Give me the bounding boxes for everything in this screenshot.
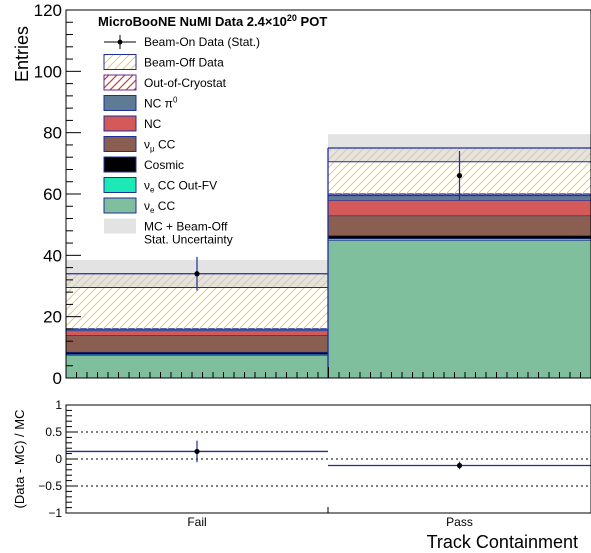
ratio-ylabel: (Data - MC) / MC [12,410,27,509]
ratio-point [457,463,462,468]
bar-segment-3-0 [66,335,328,352]
legend-swatch [104,75,136,90]
data-point [194,271,199,276]
legend-swatch [104,198,136,213]
ratio-y-axis: −1 −0.5 0 0.5 1 [38,398,78,520]
legend-label: Beam-Off Data [144,56,224,70]
legend-label: νe CC Out-FV [144,179,217,195]
legend-label: NC [144,117,162,131]
ratio-y-tick-label: 0.5 [45,425,62,439]
bar-segment-0-1 [328,240,591,378]
main-ylabel: Entries [12,26,32,82]
legend-label: Beam-On Data (Stat.) [144,35,260,49]
ratio-xlabel: Track Containment [427,532,578,552]
legend-swatch [104,96,136,111]
legend-swatch [104,137,136,152]
category-label: Fail [187,515,206,529]
ratio-point [194,449,199,454]
y-tick-label: 40 [43,246,62,265]
y-tick-label: 0 [53,369,62,388]
ratio-y-tick-label: 1 [55,398,62,412]
legend-swatch-data [118,40,123,45]
legend-label: νμ CC [144,138,176,154]
ratio-grid [66,432,591,486]
category-label: Pass [446,515,473,529]
bar-segment-3-1 [328,215,591,235]
y-tick-label: 100 [34,62,62,81]
legend-label: Out-of-Cryostat [144,76,227,90]
bar-segment-0-0 [66,355,328,378]
y-tick-label: 60 [43,185,62,204]
y-tick-label: 20 [43,308,62,327]
ratio-panel: −1 −0.5 0 0.5 1 Fail Pass (Data - MC) / MC Tr… [12,398,591,552]
y-tick-label: 120 [34,1,62,20]
legend-label: Cosmic [144,158,184,172]
chart-title: MicroBooNE NuMI Data 2.4×1020 POT [98,13,327,29]
data-point [457,173,462,178]
legend-swatch-band [104,219,136,234]
legend: Beam-On Data (Stat.) Beam-Off Data Out-of-… [104,35,260,247]
bar-segment-4-1 [328,200,591,215]
legend-swatch [104,116,136,131]
legend-swatch [104,178,136,193]
bar-segment-4-0 [66,330,328,335]
legend-label: MC + Beam-Off [144,220,228,234]
ratio-y-tick-label: −0.5 [38,479,62,493]
y-tick-label: 80 [43,124,62,143]
main-panel: 0 20 40 60 80 100 120 Entries MicroBooNE NuMI … [12,1,591,388]
ratio-y-tick-label: 0 [55,452,62,466]
legend-swatch [104,55,136,70]
legend-label: NC π0 [144,96,178,111]
ratio-points [66,441,591,470]
ratio-y-tick-label: −1 [48,506,62,520]
legend-label: Stat. Uncertainty [144,233,233,247]
legend-label: νe CC [144,199,175,215]
legend-swatch [104,157,136,172]
ratio-x-ticks: Fail Pass [187,507,473,529]
